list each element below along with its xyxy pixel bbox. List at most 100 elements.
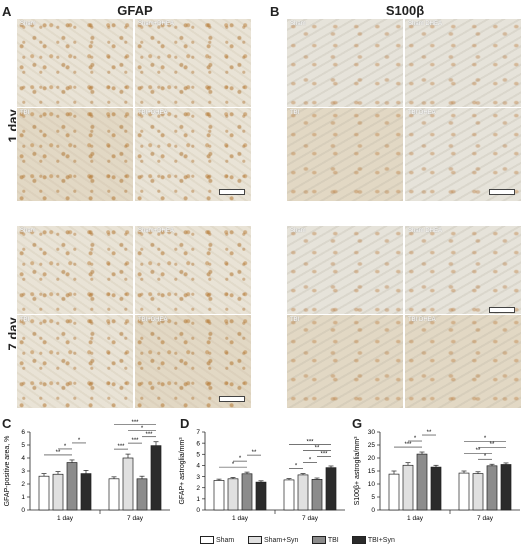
category-label: 7 day (302, 515, 319, 522)
bar-tbi-syn (150, 445, 162, 511)
scale-bar (219, 189, 245, 195)
panel-letter-d: D (180, 416, 190, 431)
bar-tbi-syn (325, 467, 337, 511)
significance-label: ** (56, 450, 61, 456)
category-label: 1 day (57, 515, 74, 522)
significance-label: * (484, 454, 487, 460)
y-tick-label: 4 (196, 463, 200, 470)
micrograph-label: Sham (20, 21, 36, 27)
micrograph-label: TBI (290, 110, 300, 116)
significance-label: *** (404, 442, 412, 448)
panel-title-s100b: S100β (385, 3, 425, 18)
micrograph-label: TBI DHEA (408, 110, 436, 116)
significance-label: *** (131, 438, 139, 444)
legend-item-tbi: TBI (312, 536, 339, 544)
panel-letter-c: C (2, 416, 12, 431)
micrograph-s100-d7-tbi: TBI (286, 314, 404, 409)
bar-tbi (486, 465, 498, 511)
panel-title-gfap: GFAP (117, 3, 153, 18)
legend: Sham Sham+Syn TBI TBI+Syn (200, 536, 520, 548)
significance-label: ** (252, 450, 257, 456)
scale-bar (489, 189, 515, 195)
y-tick-label: 10 (368, 481, 376, 488)
legend-label: Sham+Syn (263, 536, 299, 544)
y-tick-label: 0 (196, 507, 200, 514)
panel-letter-a: A (2, 4, 12, 19)
legend-item-tbi-syn: TBI+Syn (352, 536, 395, 544)
micrograph-label: Sham (20, 228, 36, 234)
y-tick-label: 0 (371, 507, 375, 514)
bar-sham (108, 478, 120, 511)
legend-label: Sham (215, 536, 235, 544)
y-tick-label: 25 (368, 442, 376, 449)
bar-tbi (241, 473, 253, 511)
y-tick-label: 30 (368, 429, 376, 436)
micrograph-s100-d1-tbi-dhea: TBI DHEA (404, 107, 522, 202)
micrograph-gfap-d7-sham: Sham (16, 225, 134, 320)
scale-bar (489, 307, 515, 313)
micrograph-label: TBI (290, 317, 300, 323)
significance-label: * (141, 426, 144, 432)
micrograph-gfap-d7-tbi: TBI (16, 314, 134, 409)
bar-tbi-syn (430, 466, 442, 511)
micrograph-label: Sham DHEA (408, 21, 443, 27)
micrograph-gfap-d1-sham: Sham (16, 18, 134, 113)
micrograph-s100-d7-tbi-dhea: TBI DHEA (404, 314, 522, 409)
micrograph-gfap-d1-tbi-dhea: TBI+DHEA (134, 107, 252, 202)
significance-label: *** (320, 452, 328, 458)
bar-tbi-syn (500, 464, 512, 511)
bar-sham (38, 475, 50, 511)
y-tick-label: 3 (196, 474, 200, 481)
legend-swatch (248, 536, 262, 544)
y-tick-label: 0 (21, 507, 25, 514)
micrograph-s100-d1-sham: Sham (286, 18, 404, 113)
legend-item-sham: Sham (200, 536, 234, 544)
y-tick-label: 1 (196, 496, 200, 503)
significance-label: ** (315, 446, 320, 452)
category-label: 1 day (232, 515, 249, 522)
significance-label: * (78, 438, 81, 444)
significance-label: * (414, 436, 417, 442)
legend-item-sham-syn: Sham+Syn (248, 536, 298, 544)
significance-label: *** (145, 432, 153, 438)
y-tick-label: 5 (21, 442, 25, 449)
bar-sham (283, 479, 295, 511)
significance-label: * (64, 444, 67, 450)
scale-bar (219, 396, 245, 402)
micrograph-gfap-d1-tbi: TBI (16, 107, 134, 202)
bar-sham (458, 472, 470, 511)
bar-tbi (311, 479, 323, 511)
y-axis-label: S100β+ astroglia/mm³ (354, 436, 361, 505)
bar-tbi-syn (80, 473, 92, 511)
category-label: 7 day (127, 515, 144, 522)
micrograph-label: TBI+DHEA (138, 317, 168, 323)
y-tick-label: 2 (21, 481, 25, 488)
category-label: 7 day (477, 515, 494, 522)
y-tick-label: 6 (196, 440, 200, 447)
significance-label: *** (131, 420, 139, 426)
bar-tbi (416, 453, 428, 511)
y-tick-label: 20 (368, 455, 376, 462)
micrograph-s100-d7-sham: Sham (286, 225, 404, 320)
bar-sham-syn (472, 473, 484, 511)
bar-sham-syn (297, 474, 309, 511)
significance-label: * (309, 458, 312, 464)
y-tick-label: 5 (196, 451, 200, 458)
legend-swatch (312, 536, 326, 544)
significance-label: *** (117, 444, 125, 450)
micrograph-label: Sham (290, 228, 306, 234)
micrograph-gfap-d7-tbi-dhea: TBI+DHEA (134, 314, 252, 409)
legend-swatch (352, 536, 366, 544)
panel-letter-g: G (352, 416, 363, 431)
y-tick-label: 3 (21, 468, 25, 475)
micrograph-label: Sham+DHEA (138, 21, 174, 27)
significance-label: * (239, 456, 242, 462)
bar-sham (213, 480, 225, 511)
significance-label: *** (306, 440, 314, 446)
significance-label: * (295, 464, 298, 470)
y-tick-label: 1 (21, 494, 25, 501)
bar-tbi (136, 478, 148, 511)
significance-label: * (232, 462, 235, 468)
